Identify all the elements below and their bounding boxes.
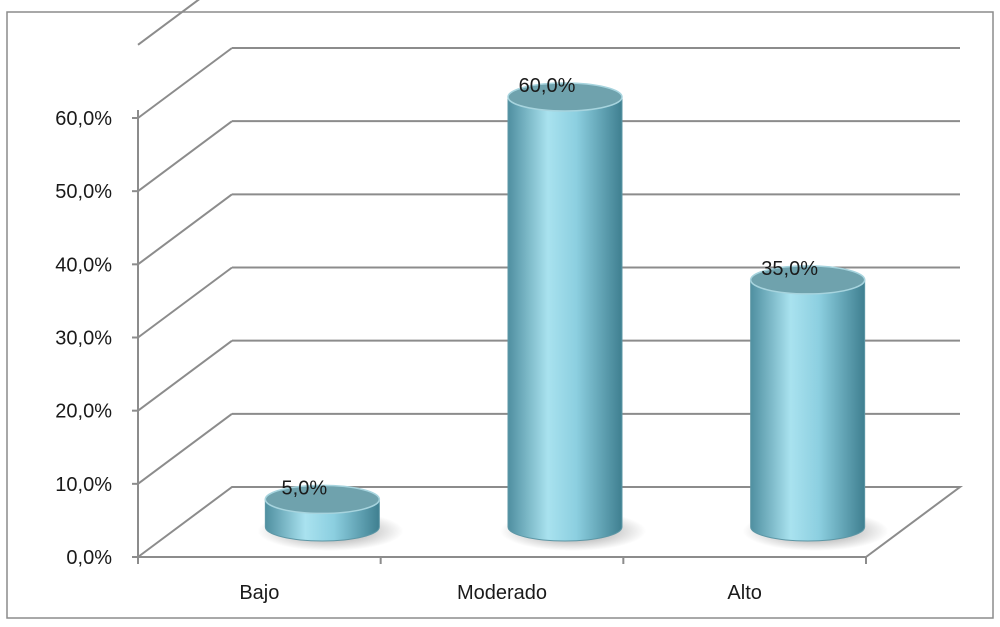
y-tick-label: 20,0% bbox=[55, 401, 112, 423]
side-gridline bbox=[137, 413, 233, 485]
outer-border bbox=[6, 11, 994, 619]
bars bbox=[257, 82, 889, 551]
side-gridline bbox=[137, 266, 233, 339]
side-gridline bbox=[137, 193, 233, 266]
bar-bajo bbox=[257, 484, 404, 551]
bar-body bbox=[507, 96, 623, 542]
x-tick-label: Alto bbox=[727, 582, 761, 604]
bar-top bbox=[264, 484, 381, 515]
y-tick-label: 50,0% bbox=[55, 181, 112, 203]
data-label: 5,0% bbox=[282, 477, 328, 499]
y-tick-label: 30,0% bbox=[55, 328, 112, 350]
y-tick-label: 10,0% bbox=[55, 474, 112, 496]
x-tick-label: Bajo bbox=[239, 582, 279, 604]
data-label: 35,0% bbox=[761, 258, 818, 280]
bar-top bbox=[749, 265, 866, 295]
y-tick-label: 0,0% bbox=[66, 547, 112, 569]
y-tick-label: 40,0% bbox=[55, 254, 112, 276]
data-label: 60,0% bbox=[519, 75, 576, 97]
bar-moderado bbox=[500, 82, 646, 551]
labels: 0,0% 10,0% 20,0% 30,0% 40,0% 50,0% 60,0% 5,0% Ba… bbox=[55, 75, 818, 604]
y-tick-label: 60,0% bbox=[55, 108, 112, 130]
bar-top bbox=[507, 82, 623, 112]
side-gridline bbox=[137, 120, 233, 192]
axes bbox=[132, 110, 867, 564]
side-gridline bbox=[137, 0, 200, 46]
side-gridline bbox=[137, 47, 233, 119]
bar-alto bbox=[742, 265, 889, 551]
x-tick-label: Moderado bbox=[457, 582, 547, 604]
bar-body bbox=[750, 279, 866, 542]
side-gridline bbox=[137, 339, 233, 412]
